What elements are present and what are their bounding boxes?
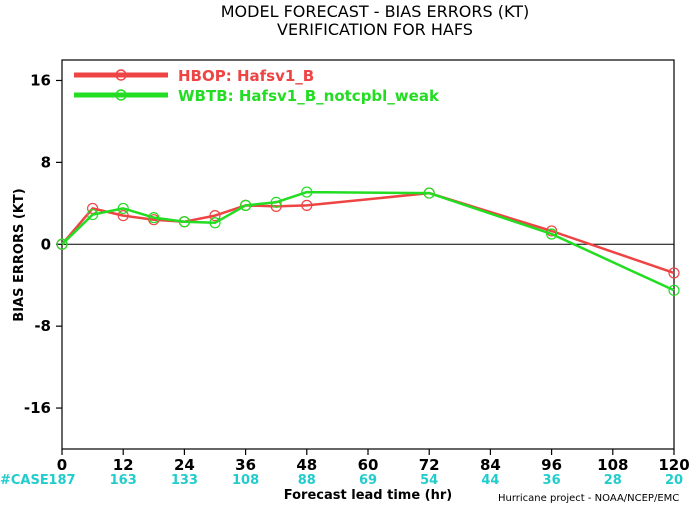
data-point-1 bbox=[209, 210, 221, 222]
data-point-2 bbox=[270, 196, 282, 208]
case-count: 133 bbox=[171, 473, 198, 488]
x-tick-label: 0 bbox=[57, 456, 67, 474]
x-tick-label: 72 bbox=[419, 456, 440, 474]
y-tick-label: -16 bbox=[24, 399, 51, 417]
case-count: 69 bbox=[359, 473, 377, 488]
y-axis-label: BIAS ERRORS (KT) bbox=[12, 188, 27, 321]
data-point-1 bbox=[668, 267, 680, 279]
chart-title: MODEL FORECAST - BIAS ERRORS (KT) bbox=[221, 2, 530, 21]
x-tick-label: 96 bbox=[541, 456, 562, 474]
legend-label-1: HBOP: Hafsv1_B bbox=[178, 67, 314, 85]
credit-text: Hurricane project - NOAA/NCEP/EMC bbox=[498, 493, 679, 504]
case-count: 54 bbox=[420, 473, 438, 488]
case-label: #CASE bbox=[0, 473, 49, 488]
x-axis: 0 12 24 36 48 60 72 84 96 108 120 bbox=[57, 449, 690, 474]
x-axis-label: Forecast lead time (hr) bbox=[284, 488, 452, 503]
case-count: 187 bbox=[48, 473, 75, 488]
data-point-1 bbox=[545, 225, 558, 237]
case-count: 44 bbox=[481, 473, 499, 488]
case-counts: #CASE 187 163 133 108 88 69 54 44 36 28 20 bbox=[0, 473, 683, 488]
data-point-2 bbox=[178, 216, 190, 228]
x-tick-label: 108 bbox=[597, 456, 628, 474]
data-point-1 bbox=[301, 199, 313, 211]
y-tick-label: 8 bbox=[41, 153, 51, 171]
data-point-1 bbox=[117, 210, 129, 222]
data-point-2 bbox=[117, 202, 129, 215]
x-tick-label: 120 bbox=[658, 456, 689, 474]
series-group bbox=[56, 186, 680, 296]
x-tick-label: 24 bbox=[174, 456, 195, 474]
case-count: 88 bbox=[298, 473, 316, 488]
case-count: 20 bbox=[665, 473, 683, 488]
case-count: 163 bbox=[110, 473, 137, 488]
y-tick-label: 16 bbox=[30, 71, 51, 89]
x-tick-label: 60 bbox=[358, 456, 379, 474]
data-point-2 bbox=[423, 187, 435, 199]
x-tick-label: 12 bbox=[113, 456, 134, 474]
data-point-2 bbox=[86, 208, 99, 221]
x-tick-label: 84 bbox=[480, 456, 501, 474]
data-point-2 bbox=[240, 199, 252, 211]
case-count: 28 bbox=[604, 473, 622, 488]
data-point-2 bbox=[148, 212, 160, 224]
case-count: 108 bbox=[232, 473, 259, 488]
legend-marker-1 bbox=[115, 69, 127, 81]
series-line-1 bbox=[61, 191, 675, 275]
data-point-2 bbox=[545, 228, 558, 240]
legend-label-2: WBTB: Hafsv1_B_notcpbl_weak bbox=[178, 87, 440, 105]
data-point-2 bbox=[209, 217, 221, 229]
legend: HBOP: Hafsv1_B WBTB: Hafsv1_B_notcpbl_wea… bbox=[74, 67, 440, 105]
data-point-2 bbox=[56, 238, 68, 250]
y-tick-label: 0 bbox=[41, 235, 51, 253]
legend-marker-2 bbox=[115, 89, 127, 101]
data-point-2 bbox=[668, 284, 680, 296]
data-point-2 bbox=[301, 186, 313, 198]
plot-frame bbox=[61, 59, 675, 450]
x-tick-label: 36 bbox=[235, 456, 256, 474]
chart-subtitle: VERIFICATION FOR HAFS bbox=[277, 20, 473, 39]
y-axis: 16 8 0 -8 -16 bbox=[24, 71, 62, 417]
y-tick-label: -8 bbox=[34, 317, 51, 335]
x-tick-label: 48 bbox=[296, 456, 317, 474]
case-count: 36 bbox=[543, 473, 561, 488]
